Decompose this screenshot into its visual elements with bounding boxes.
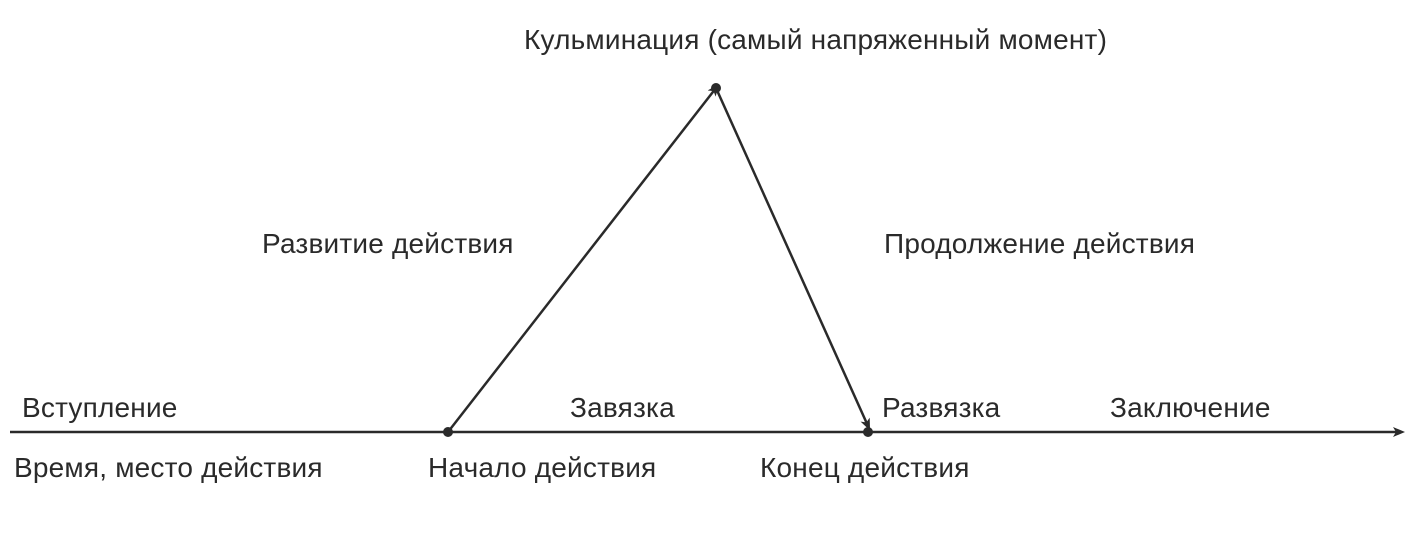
label-introduction: Вступление xyxy=(22,392,178,424)
falling-action-arrow xyxy=(716,88,868,426)
label-climax: Кульминация (самый напряженный момент) xyxy=(524,24,1107,56)
node-climax xyxy=(711,83,721,93)
label-end-action: Конец действия xyxy=(760,452,970,484)
label-start-action: Начало действия xyxy=(428,452,656,484)
label-falling-action: Продолжение действия xyxy=(884,228,1195,260)
rising-action-arrow xyxy=(448,88,716,432)
label-exposition: Завязка xyxy=(570,392,675,424)
node-end xyxy=(863,427,873,437)
label-rising-action: Развитие действия xyxy=(262,228,514,260)
label-resolution: Развязка xyxy=(882,392,1000,424)
label-time-place: Время, место действия xyxy=(14,452,323,484)
label-conclusion: Заключение xyxy=(1110,392,1271,424)
node-start xyxy=(443,427,453,437)
